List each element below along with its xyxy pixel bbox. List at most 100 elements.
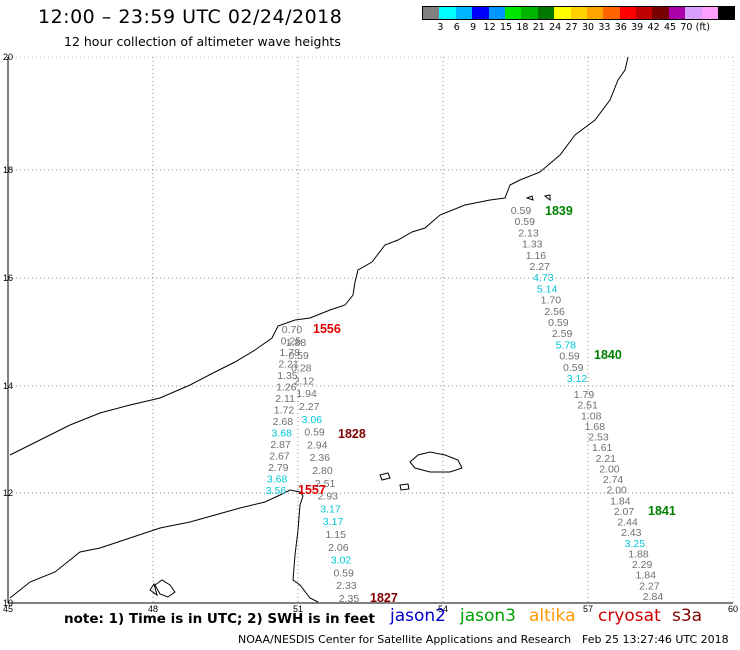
- jason2-label: jason2: [390, 606, 446, 626]
- track-b-value: 0.28: [291, 363, 312, 375]
- track-b-value: 2.51: [315, 478, 336, 490]
- track-b-value: 1.15: [326, 529, 347, 541]
- legend-label: 36: [614, 22, 627, 33]
- track-a-value: 2.87: [270, 439, 291, 451]
- track-c-value: 0.59: [563, 362, 584, 374]
- track-b-value: 3.02: [331, 555, 352, 567]
- map-frame: [7, 56, 734, 604]
- track-a-value: 0.25: [281, 336, 302, 348]
- track-c-value: 5.14: [537, 283, 558, 295]
- footer-note: note: 1) Time is in UTC; 2) SWH is in fe…: [64, 611, 375, 627]
- track-b-value: 3.17: [320, 503, 341, 515]
- pass-time-label: 1828: [338, 427, 366, 441]
- track-d-value: 2.00: [606, 485, 627, 497]
- y-tick-label: 20: [3, 52, 13, 62]
- pass-time-label: 1840: [594, 348, 622, 362]
- legend-label: 6: [453, 22, 460, 33]
- pass-time-label: 1556: [313, 322, 341, 336]
- track-d-value: 2.51: [577, 400, 598, 412]
- track-d-value: 2.29: [632, 559, 653, 571]
- y-tick-label: 12: [3, 488, 13, 498]
- legend-swatch: [685, 7, 702, 19]
- track-a-value: 1.72: [274, 405, 295, 417]
- legend-label: 21: [532, 22, 545, 33]
- legend-label: 15: [499, 22, 513, 33]
- track-b-value: 1.88: [286, 337, 307, 349]
- track-c-value: 2.56: [544, 306, 565, 318]
- track-d-value: 2.74: [603, 474, 624, 486]
- y-tick-label: 18: [3, 165, 13, 175]
- track-c-value: 2.27: [529, 261, 550, 273]
- jason3-label: jason3: [460, 606, 516, 626]
- graticule: [8, 57, 733, 603]
- track-d-value: 2.21: [596, 453, 617, 465]
- pass-time-label: 1839: [545, 204, 573, 218]
- track-b-value: 1.94: [296, 388, 317, 400]
- track-c-value: 1.33: [522, 239, 543, 251]
- legend-label: 9: [470, 22, 477, 33]
- legend-label: 33: [598, 22, 611, 33]
- legend-label: 24: [549, 22, 562, 33]
- pass-time-label: 1557: [298, 483, 326, 497]
- legend-color-bar: [422, 6, 736, 20]
- legend-swatch: [586, 7, 604, 19]
- legend-label: 39: [631, 22, 644, 33]
- x-tick-label: 48: [148, 604, 158, 614]
- track-b-value: 2.06: [328, 542, 349, 554]
- track-d-value: 2.53: [588, 432, 609, 444]
- track-b-value: 2.27: [299, 401, 320, 413]
- pass-time-label: 1841: [648, 504, 676, 518]
- map-title: 12:00 – 23:59 UTC 02/24/2018: [38, 6, 343, 28]
- y-tick-label: 10: [3, 598, 13, 608]
- track-c-value: 4.73: [533, 272, 554, 284]
- track-a-value: 1.35: [277, 370, 298, 382]
- altika-label: altika: [529, 606, 576, 626]
- track-b-value: 0.59: [304, 427, 325, 439]
- track-a-value: 2.79: [268, 462, 289, 474]
- track-values: 0.700.251.782.211.351.262.111.722.683.68…: [266, 204, 676, 605]
- legend-swatch: [718, 7, 735, 19]
- timestamp-text: Feb 25 13:27:46 UTC 2018: [582, 633, 729, 646]
- track-c-value: 1.70: [541, 295, 562, 307]
- track-b-value: 2.93: [318, 491, 339, 503]
- legend-label: 30: [581, 22, 595, 33]
- legend-swatch: [636, 7, 653, 19]
- track-c-value: 3.12: [567, 373, 588, 385]
- track-d-value: 2.27: [639, 580, 660, 592]
- track-d-value: 1.61: [592, 442, 613, 454]
- axis-tick-labels: 45 48 51 54 57 60 20 18 16 14 12 10: [3, 52, 738, 614]
- legend-swatch: [652, 7, 669, 19]
- track-c-value: 2.59: [552, 328, 573, 340]
- legend-swatch: [504, 7, 522, 19]
- legend-swatch: [423, 7, 440, 19]
- track-a-value: 3.68: [267, 474, 288, 486]
- track-c-value: 0.59: [511, 205, 532, 217]
- legend-swatch: [554, 7, 571, 19]
- pass-time-label: 1827: [370, 591, 398, 605]
- legend-labels: 3 6 9 12 15 18 21 24 27 30 33 36 39 42 45 70 (ft): [422, 20, 735, 34]
- track-a-value: 3.68: [271, 428, 292, 440]
- track-d-value: 1.84: [636, 570, 657, 582]
- legend-swatch: [668, 7, 686, 19]
- track-c-value: 0.59: [548, 317, 569, 329]
- track-b-value: 0.59: [288, 350, 309, 362]
- legend-label: 70: [680, 22, 693, 33]
- track-a-value: 1.26: [276, 382, 297, 394]
- track-c-value: 2.13: [518, 227, 539, 239]
- x-tick-label: 45: [3, 604, 13, 614]
- x-tick-label: 60: [728, 604, 738, 614]
- y-tick-label: 16: [3, 273, 13, 283]
- track-c-value: 5.78: [556, 339, 577, 351]
- track-a-value: 2.21: [278, 359, 299, 371]
- track-b-value: 2.80: [312, 465, 333, 477]
- legend-swatch: [701, 7, 719, 19]
- legend-label: 18: [516, 22, 529, 33]
- legend-swatch: [521, 7, 538, 19]
- legend-swatch: [619, 7, 637, 19]
- legend-swatch: [455, 7, 473, 19]
- legend-swatch: [488, 7, 505, 19]
- legend-swatch: [439, 7, 456, 19]
- legend-label: 45: [663, 22, 677, 33]
- x-tick-label: 54: [438, 604, 448, 614]
- legend-label: 27: [565, 22, 578, 33]
